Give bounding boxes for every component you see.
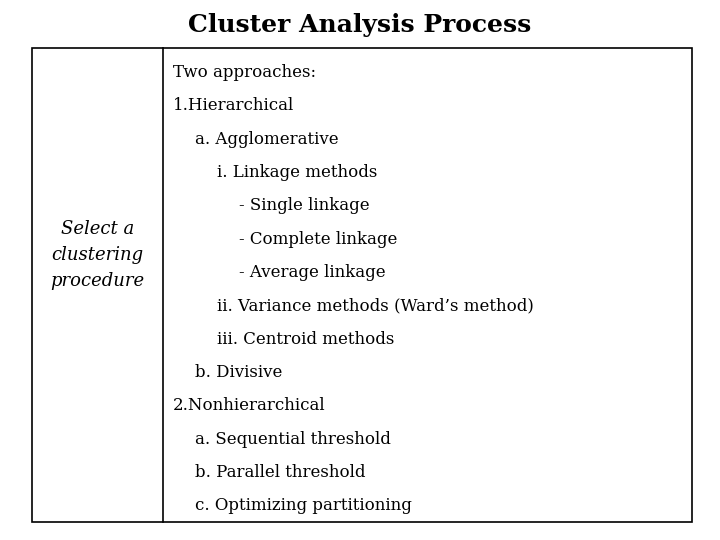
Text: Cluster Analysis Process: Cluster Analysis Process xyxy=(189,13,531,37)
Text: a. Sequential threshold: a. Sequential threshold xyxy=(195,431,391,448)
Text: - Complete linkage: - Complete linkage xyxy=(239,231,397,248)
Text: a. Agglomerative: a. Agglomerative xyxy=(195,131,338,147)
Text: iii. Centroid methods: iii. Centroid methods xyxy=(217,330,395,348)
Bar xyxy=(32,48,692,522)
Text: b. Divisive: b. Divisive xyxy=(195,364,282,381)
Text: Two approaches:: Two approaches: xyxy=(173,64,316,81)
Text: 1.Hierarchical: 1.Hierarchical xyxy=(173,97,294,114)
Text: Select a
clustering
procedure: Select a clustering procedure xyxy=(50,220,145,291)
Text: b. Parallel threshold: b. Parallel threshold xyxy=(195,464,366,481)
Text: i. Linkage methods: i. Linkage methods xyxy=(217,164,377,181)
Text: - Single linkage: - Single linkage xyxy=(239,197,369,214)
Text: - Average linkage: - Average linkage xyxy=(239,264,386,281)
Text: ii. Variance methods (Ward’s method): ii. Variance methods (Ward’s method) xyxy=(217,298,534,314)
Text: 2.Nonhierarchical: 2.Nonhierarchical xyxy=(173,397,325,414)
Text: c. Optimizing partitioning: c. Optimizing partitioning xyxy=(195,497,412,514)
